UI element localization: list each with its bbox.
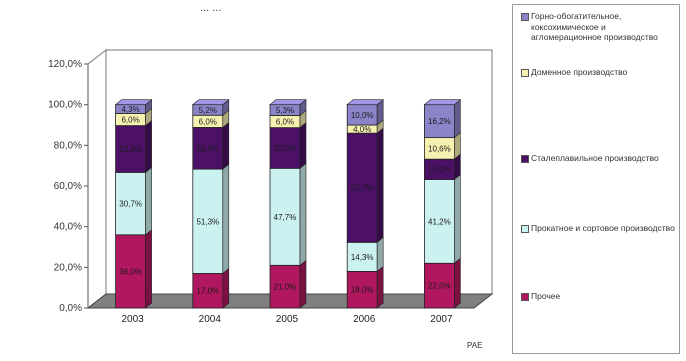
x-category-label: 2005	[276, 314, 299, 325]
data-label: 51,3%	[196, 217, 219, 226]
legend-swatch-mining	[521, 13, 529, 21]
bar-segment	[423, 104, 455, 139]
data-label: 10,0%	[428, 165, 451, 174]
bar-segment-side	[222, 163, 230, 275]
bar-segment-side	[376, 265, 384, 309]
bar-segment-side	[145, 229, 152, 309]
legend-swatch-steelmaking	[521, 155, 529, 163]
legend: Горно-обогатительное, коксохимическое и …	[512, 4, 680, 354]
data-label: 6,0%	[276, 118, 294, 127]
bar-segment	[192, 273, 224, 309]
data-label: 17,0%	[196, 287, 219, 296]
legend-item-mining: Горно-обогатительное, коксохимическое и …	[521, 11, 676, 43]
y-tick-label: 0,0%	[59, 303, 82, 314]
data-label: 53,7%	[351, 184, 374, 193]
y-tick-label: 20,0%	[54, 262, 82, 273]
data-label: 30,7%	[119, 200, 142, 209]
bar-segment-side	[222, 267, 230, 309]
legend-label-other: Прочее	[531, 291, 561, 301]
y-tick-label: 80,0%	[54, 140, 82, 151]
bar-segment-side	[222, 121, 230, 170]
bar-segment-side	[145, 166, 152, 236]
x-category-label: 2007	[430, 314, 453, 325]
bar-segment	[192, 168, 224, 274]
legend-item-rolling: Прокатное и сортовое производство	[521, 223, 676, 234]
bar-segment-side	[299, 259, 307, 309]
x-category-label: 2004	[199, 314, 222, 325]
y-tick-label: 120,0%	[48, 59, 82, 70]
bar-segment	[423, 262, 455, 309]
data-label: 4,3%	[121, 105, 139, 114]
data-label: 47,7%	[274, 213, 297, 222]
legend-swatch-other	[521, 293, 529, 301]
bar-segment-side	[376, 236, 384, 273]
y-tick-label: 40,0%	[54, 222, 82, 233]
bar-top	[346, 99, 385, 105]
data-label: 5,2%	[199, 106, 217, 115]
data-label: 22,0%	[428, 282, 451, 291]
y-tick-label: 100,0%	[48, 100, 82, 111]
legend-label-steelmaking: Сталеплавильное производство	[531, 153, 659, 163]
data-label: 14,3%	[351, 253, 374, 262]
bar-top	[269, 99, 307, 105]
y-tick-label: 60,0%	[54, 181, 82, 192]
bar-top	[191, 99, 230, 105]
stacked-bar-chart: 0,0% 20,0% 40,0% 60,0% 80,0% 100,0% 120,0% 36,0…	[48, 48, 494, 325]
data-label: 6,0%	[199, 117, 217, 126]
bar-segment	[115, 125, 146, 173]
bar-segment-side	[454, 173, 461, 264]
data-label: 4,0%	[353, 125, 371, 134]
bar-segment-side	[299, 162, 307, 266]
data-label: 10,6%	[428, 144, 451, 153]
data-label: 6,0%	[121, 116, 139, 125]
bar-segment	[346, 241, 378, 272]
legend-label-mining: Горно-обогатительное, коксохимическое и …	[531, 11, 658, 42]
chart-title-fragment: ... ...	[200, 2, 222, 14]
chart-area: 0,0% 20,0% 40,0% 60,0% 80,0% 100,0% 120,0% 36,0…	[48, 2, 494, 350]
x-category-label: 2006	[353, 314, 376, 325]
bar-segment-side	[299, 122, 307, 169]
source-note: РАЕ	[467, 341, 483, 350]
data-label: 20,5%	[196, 144, 219, 153]
legend-label-blast-furnace: Доменное производство	[531, 67, 628, 77]
data-label: 20,0%	[274, 144, 297, 153]
data-label: 10,0%	[351, 111, 374, 120]
x-category-label: 2003	[121, 314, 144, 325]
data-label: 23,0%	[119, 145, 142, 154]
bar-segment-side	[454, 99, 461, 139]
bar-segment	[269, 167, 301, 266]
legend-item-other: Прочее	[521, 291, 676, 302]
legend-swatch-rolling	[521, 225, 529, 233]
bar-segment	[269, 264, 301, 309]
bar-segment	[192, 127, 224, 170]
bar-segment	[346, 132, 378, 243]
data-label: 36,0%	[119, 267, 142, 276]
bar-segment-side	[376, 127, 384, 243]
bar-top	[114, 99, 153, 105]
bar-top	[423, 99, 462, 105]
left-wall	[87, 48, 107, 310]
data-label: 41,2%	[428, 217, 451, 226]
legend-swatch-blast-furnace	[521, 69, 529, 77]
bar-segment	[115, 234, 146, 309]
legend-label-rolling: Прокатное и сортовое производство	[531, 223, 675, 233]
legend-item-steelmaking: Сталеплавильное производство	[521, 153, 676, 164]
bar-segment	[346, 270, 378, 309]
data-label: 18,0%	[351, 286, 374, 295]
data-label: 5,3%	[276, 106, 294, 115]
data-label: 21,0%	[274, 283, 297, 292]
bar-segment-side	[454, 257, 461, 309]
data-label: 16,2%	[428, 117, 451, 126]
legend-item-blast-furnace: Доменное производство	[521, 67, 676, 78]
bar-segment-side	[145, 119, 152, 174]
